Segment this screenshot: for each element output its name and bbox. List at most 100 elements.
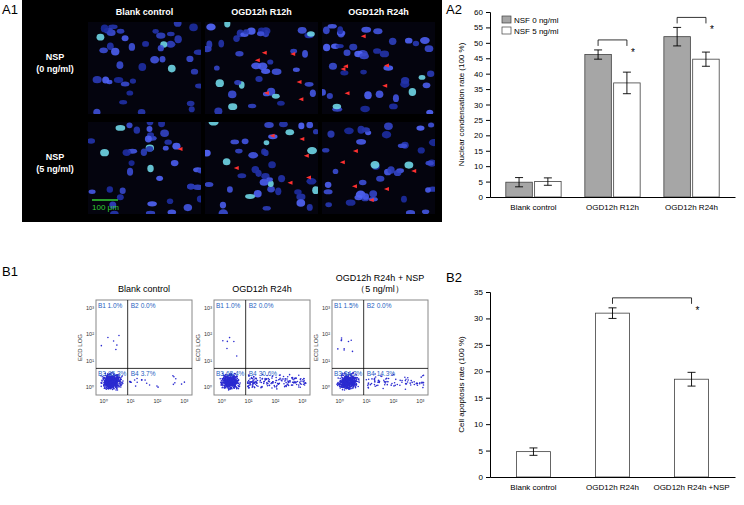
event-dot (120, 379, 122, 381)
event-dot (236, 387, 238, 389)
event-dot (339, 384, 341, 386)
event-dot (174, 382, 176, 384)
nucleus (363, 193, 369, 200)
event-dot (346, 378, 348, 380)
event-dot (282, 378, 284, 380)
event-dot (266, 378, 268, 380)
event-dot (351, 384, 353, 386)
nucleus (126, 122, 132, 128)
arrow (384, 187, 389, 191)
event-dot (344, 381, 346, 383)
event-dots (219, 337, 306, 391)
event-dot (353, 382, 355, 384)
event-dot (228, 378, 230, 380)
nucleus (189, 24, 198, 32)
event-dot (354, 379, 356, 381)
event-dot (233, 384, 235, 386)
event-dot (107, 380, 109, 382)
event-dot (111, 386, 113, 388)
arrow (352, 184, 357, 188)
quadrant-name: B3 (216, 370, 224, 377)
event-dot (351, 381, 353, 383)
event-dot (102, 378, 104, 380)
event-dot (222, 378, 224, 380)
event-dot (112, 389, 114, 391)
event-dot (105, 384, 107, 386)
event-dot (347, 380, 349, 382)
micrograph-background (322, 122, 435, 214)
event-dot (114, 384, 116, 386)
micrograph-background (322, 22, 435, 114)
arrow (290, 52, 295, 56)
column-header: Blank control (116, 7, 174, 17)
event-dot (345, 387, 347, 389)
nucleus (278, 175, 285, 182)
nucleus (349, 44, 357, 51)
nucleus (248, 152, 258, 158)
event-dot (109, 382, 111, 384)
nucleus (401, 196, 407, 203)
event-dot (103, 382, 105, 384)
event-dot (229, 379, 231, 381)
panel-label: A1 (2, 2, 18, 17)
nucleus (100, 149, 109, 156)
event-dot (114, 382, 116, 384)
event-dot (230, 379, 232, 381)
event-dot (103, 385, 105, 387)
nucleus (329, 63, 337, 70)
event-dot (232, 385, 234, 387)
event-dot (228, 379, 230, 381)
event-dot (293, 382, 295, 384)
nucleus (298, 123, 304, 130)
nucleus (418, 147, 425, 153)
event-dot (175, 378, 177, 380)
event-dot (355, 380, 357, 382)
quadrant-name: B1 (98, 302, 106, 309)
nucleus (263, 92, 270, 97)
event-dot (232, 380, 234, 382)
nucleus (369, 197, 378, 202)
event-dot (109, 382, 111, 384)
event-dot (345, 378, 347, 380)
nucleus (327, 130, 334, 137)
event-dot (287, 380, 289, 382)
column-header: OGD12h R12h (231, 7, 292, 17)
event-dot (348, 385, 350, 387)
event-dot (295, 378, 297, 380)
arrow (298, 97, 303, 101)
event-dot (106, 384, 108, 386)
nucleus (302, 50, 308, 58)
event-dot (277, 383, 279, 385)
event-dot (230, 381, 232, 383)
nucleus (360, 106, 370, 113)
quadrant-percent: 68.4% (226, 370, 245, 377)
event-dot (101, 380, 103, 382)
event-dot (262, 378, 264, 380)
nucleus (167, 32, 175, 37)
event-dot (116, 344, 118, 346)
event-dot (108, 380, 110, 382)
event-dot (101, 383, 103, 385)
event-dot (350, 339, 352, 341)
nucleus (147, 165, 153, 173)
nucleus (263, 206, 271, 211)
event-dot (225, 383, 227, 385)
nucleus (325, 182, 332, 188)
panel-label: B1 (2, 264, 18, 279)
event-dot (251, 381, 253, 383)
event-dot (236, 382, 238, 384)
nucleus (357, 126, 364, 134)
nucleus (187, 101, 195, 106)
y-tick-label: 10⁰ (204, 384, 213, 390)
event-dot (112, 381, 114, 383)
y-axis-title: ECD LOG (77, 334, 83, 361)
figure: A1A2B1B2Blank controlOGD12h R12hOGD12h R… (0, 0, 744, 505)
micrograph (322, 122, 435, 214)
event-dot (227, 384, 229, 386)
event-dot (298, 375, 300, 377)
quadrant-name: B2 (249, 302, 257, 309)
event-dot (230, 384, 232, 386)
nucleus (333, 104, 341, 109)
event-dot (231, 383, 233, 385)
micrograph (88, 122, 201, 214)
